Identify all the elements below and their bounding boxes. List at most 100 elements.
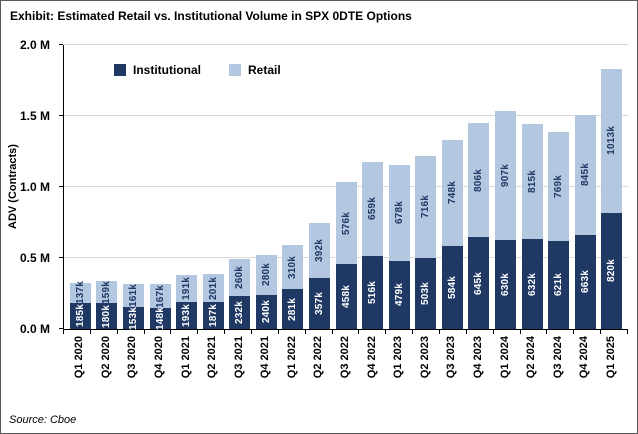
x-slot: Q2 2024 [518, 336, 545, 394]
x-axis-label: Q3 2020 [126, 336, 139, 379]
institutional-swatch-icon [114, 64, 126, 76]
y-tick-mark [59, 44, 63, 45]
bar-value-label: 820k [606, 259, 618, 283]
x-tick-mark [145, 330, 172, 334]
stacked-bar: 161k 153k [122, 284, 144, 330]
bar-value-label: 815k [526, 169, 538, 193]
y-tick-mark [59, 328, 63, 329]
bars-container: 137k 185k 159k 180k 161k 153k 167k 148k 191k 193k… [64, 45, 628, 330]
stacked-bar: 191k 193k [176, 274, 198, 329]
bar-stack: 907k 630k [492, 110, 519, 329]
bar-value-label: 357k [313, 292, 325, 316]
stacked-bar: 201k 187k [202, 273, 224, 329]
x-tick-mark [118, 330, 145, 334]
retail-segment: 716k [415, 155, 437, 258]
institutional-segment: 153k [122, 306, 144, 330]
bar-value-label: 167k [154, 284, 166, 308]
y-axis-tick-label: 2.0 M [19, 38, 50, 52]
retail-segment: 907k [495, 110, 517, 240]
x-tick-mark [333, 330, 360, 334]
stacked-bar: 576k 458k [335, 182, 357, 329]
bar-value-label: 180k [101, 304, 113, 328]
stacked-bar: 716k 503k [415, 155, 437, 329]
legend-item-institutional: Institutional [114, 63, 201, 77]
y-axis-tick-label: 0.0 M [19, 322, 50, 336]
stacked-bar: 845k 663k [574, 114, 596, 329]
institutional-segment: 632k [521, 239, 543, 329]
x-axis-label: Q4 2022 [365, 336, 378, 379]
x-axis-label: Q1 2020 [73, 336, 86, 379]
bar-value-label: 806k [473, 168, 485, 192]
x-tick-mark [64, 330, 91, 334]
y-axis-tick-label: 0.5 M [19, 251, 50, 265]
x-slot: Q4 2023 [465, 336, 492, 394]
institutional-segment: 187k [202, 302, 224, 329]
bar-value-label: 153k [127, 306, 139, 330]
bar-value-label: 621k [553, 273, 565, 297]
x-slot: Q4 2022 [358, 336, 385, 394]
bar-stack: 191k 193k [173, 274, 200, 329]
stacked-bar: 678k 479k [388, 164, 410, 329]
retail-segment: 815k [521, 123, 543, 240]
retail-segment: 167k [149, 284, 171, 308]
bar-value-label: 503k [420, 281, 432, 305]
legend-item-retail: Retail [229, 63, 281, 77]
x-axis-label: Q1 2023 [392, 336, 405, 379]
retail-segment: 310k [282, 245, 304, 290]
stacked-bar: 167k 148k [149, 284, 171, 330]
legend: Institutional Retail [114, 63, 281, 77]
bar-value-label: 659k [367, 197, 379, 221]
x-axis-label: Q3 2021 [232, 336, 245, 379]
retail-segment: 201k [202, 273, 224, 303]
stacked-bar: 806k 645k [468, 122, 490, 329]
y-axis-tick-label: 1.5 M [19, 109, 50, 123]
stacked-bar: 260k 232k [229, 259, 251, 329]
x-axis-label: Q4 2021 [259, 336, 272, 379]
bar-value-label: 716k [420, 195, 432, 219]
retail-segment: 769k [548, 131, 570, 241]
bar-value-label: 281k [287, 297, 299, 321]
retail-segment: 280k [255, 255, 277, 295]
institutional-segment: 479k [388, 261, 410, 329]
bar-stack: 137k 185k [67, 281, 94, 329]
y-tick-mark [59, 186, 63, 187]
bar-stack: 167k 148k [147, 284, 174, 330]
institutional-segment: 516k [362, 255, 384, 329]
bar-value-label: 845k [579, 163, 591, 187]
bar-value-label: 479k [393, 283, 405, 307]
x-tick-mark [252, 330, 279, 334]
institutional-segment: 503k [415, 257, 437, 329]
stacked-bar: 769k 621k [548, 131, 570, 329]
bar-value-label: 748k [446, 181, 458, 205]
x-tick-mark [601, 330, 629, 334]
stacked-bar: 392k 357k [308, 222, 330, 329]
bar-stack: 659k 516k [359, 162, 386, 329]
bar-stack: 678k 479k [386, 164, 413, 329]
bar-value-label: 632k [526, 272, 538, 296]
bar-value-label: 161k [127, 284, 139, 308]
bar-stack: 1013k 820k [599, 68, 626, 329]
x-axis-label: Q2 2021 [206, 336, 219, 379]
x-slot: Q1 2021 [172, 336, 199, 394]
bar-value-label: 201k [207, 276, 219, 300]
x-slot: Q1 2022 [279, 336, 306, 394]
gridline [64, 44, 628, 45]
institutional-segment: 180k [96, 303, 118, 329]
bar-stack: 769k 621k [545, 131, 572, 329]
x-tick-mark [547, 330, 575, 334]
x-slot: Q2 2020 [93, 336, 120, 394]
x-axis-label: Q2 2022 [312, 336, 325, 379]
bar-value-label: 240k [260, 300, 272, 324]
institutional-segment: 281k [282, 289, 304, 329]
x-tick-mark [359, 330, 387, 334]
x-axis-label: Q1 2024 [498, 336, 511, 379]
x-axis-label: Q3 2024 [551, 336, 564, 379]
bar-stack: 260k 232k [226, 259, 253, 329]
stacked-bar: 310k 281k [282, 245, 304, 329]
institutional-segment: 240k [255, 294, 277, 329]
stacked-bar: 280k 240k [255, 255, 277, 329]
bar-value-label: 663k [579, 270, 591, 294]
bar-value-label: 260k [234, 266, 246, 290]
bar-value-label: 458k [340, 284, 352, 309]
